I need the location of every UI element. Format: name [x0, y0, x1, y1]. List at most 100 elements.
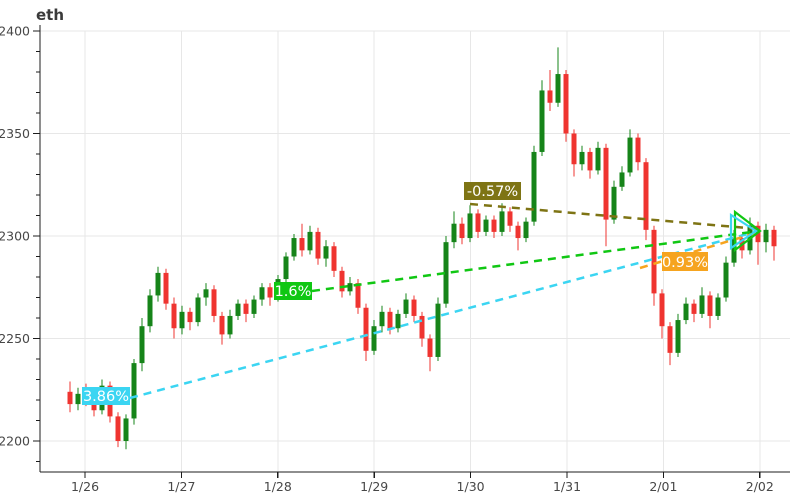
y-tick-label: 2300 — [0, 229, 30, 244]
candle — [283, 252, 289, 284]
candle — [435, 297, 441, 362]
candle-body — [499, 211, 505, 232]
candle-body — [371, 326, 377, 351]
candle-body — [291, 238, 297, 257]
candle-body — [435, 303, 441, 357]
candle-body — [123, 418, 129, 441]
candle-body — [323, 246, 329, 259]
candle — [147, 289, 153, 333]
x-tick-label: 1/26 — [71, 479, 99, 494]
candle — [195, 293, 201, 327]
candle-body — [187, 311, 193, 323]
candle-body — [139, 326, 145, 364]
candle-body — [627, 137, 633, 173]
candle — [699, 287, 705, 318]
candle-body — [619, 172, 625, 187]
candle-body — [235, 303, 241, 316]
candle-body — [355, 283, 361, 308]
candle — [139, 318, 145, 372]
candle — [179, 305, 185, 335]
candle — [635, 133, 641, 171]
candle-body — [515, 225, 521, 239]
candle — [347, 277, 353, 296]
candle — [555, 47, 561, 107]
candle — [395, 309, 401, 333]
candle-body — [203, 289, 209, 298]
y-tick-label: 2250 — [0, 331, 30, 346]
candle — [331, 242, 337, 277]
candle — [531, 145, 537, 226]
candle — [171, 297, 177, 339]
candle-body — [131, 363, 137, 419]
y-tick-label: 2400 — [0, 24, 30, 39]
candle-body — [571, 133, 577, 165]
candle-body — [699, 295, 705, 314]
candle-body — [347, 283, 353, 292]
candle-body — [387, 311, 393, 329]
trendlines-layer — [129, 202, 760, 400]
candle-body — [75, 393, 81, 405]
candle — [419, 311, 425, 347]
candle-body — [259, 287, 265, 300]
candle — [579, 145, 585, 171]
x-tick-label: 1/29 — [360, 479, 388, 494]
candle — [603, 143, 609, 247]
candle — [523, 217, 529, 243]
candle-body — [771, 229, 777, 247]
convergence-arrow-icon — [729, 209, 762, 253]
candle-body — [763, 229, 769, 243]
candle — [259, 283, 265, 306]
candle — [467, 205, 473, 243]
candle — [267, 283, 273, 306]
candle — [715, 293, 721, 321]
candle — [587, 147, 593, 179]
candle-body — [411, 299, 417, 316]
y-tick-label: 2200 — [0, 434, 30, 449]
candle-body — [403, 299, 409, 314]
annotation-label-text: 3.86% — [83, 389, 129, 405]
candle-body — [635, 137, 641, 163]
annotation-label-bg — [464, 182, 521, 200]
candle-body — [491, 219, 497, 232]
candle-body — [683, 303, 689, 321]
candle — [251, 295, 257, 318]
candle-body — [179, 311, 185, 329]
candle — [515, 221, 521, 251]
candle-body — [427, 338, 433, 357]
candle-body — [219, 315, 225, 335]
candle — [539, 80, 545, 157]
candle-body — [379, 311, 385, 327]
trend-1-6-label: 1.6% — [274, 282, 312, 300]
x-tick-label: 1/27 — [167, 479, 195, 494]
candle-body — [595, 147, 601, 171]
candle-body — [707, 295, 713, 316]
candle — [411, 295, 417, 323]
candle-body — [443, 242, 449, 304]
candle-body — [315, 231, 321, 259]
candle — [291, 233, 297, 261]
candle — [131, 359, 137, 425]
annotation-label-text: -0.57% — [467, 184, 518, 200]
candle-body — [723, 262, 729, 298]
candlestick-series — [67, 47, 777, 450]
candle — [667, 322, 673, 366]
candle-body — [523, 221, 529, 239]
candle — [403, 293, 409, 318]
candle — [651, 225, 657, 306]
candle — [227, 309, 233, 339]
candle — [323, 240, 329, 267]
chart-title: eth — [36, 6, 65, 24]
candle — [475, 209, 481, 239]
candle-body — [211, 289, 217, 316]
candle — [219, 311, 225, 345]
candle-body — [155, 272, 161, 296]
candle-body — [531, 151, 537, 222]
candle-body — [195, 297, 201, 323]
candle — [315, 227, 321, 265]
candle — [483, 215, 489, 236]
candle — [675, 313, 681, 357]
arrow-triangle — [729, 212, 758, 251]
candle — [243, 299, 249, 323]
candle — [563, 69, 569, 142]
